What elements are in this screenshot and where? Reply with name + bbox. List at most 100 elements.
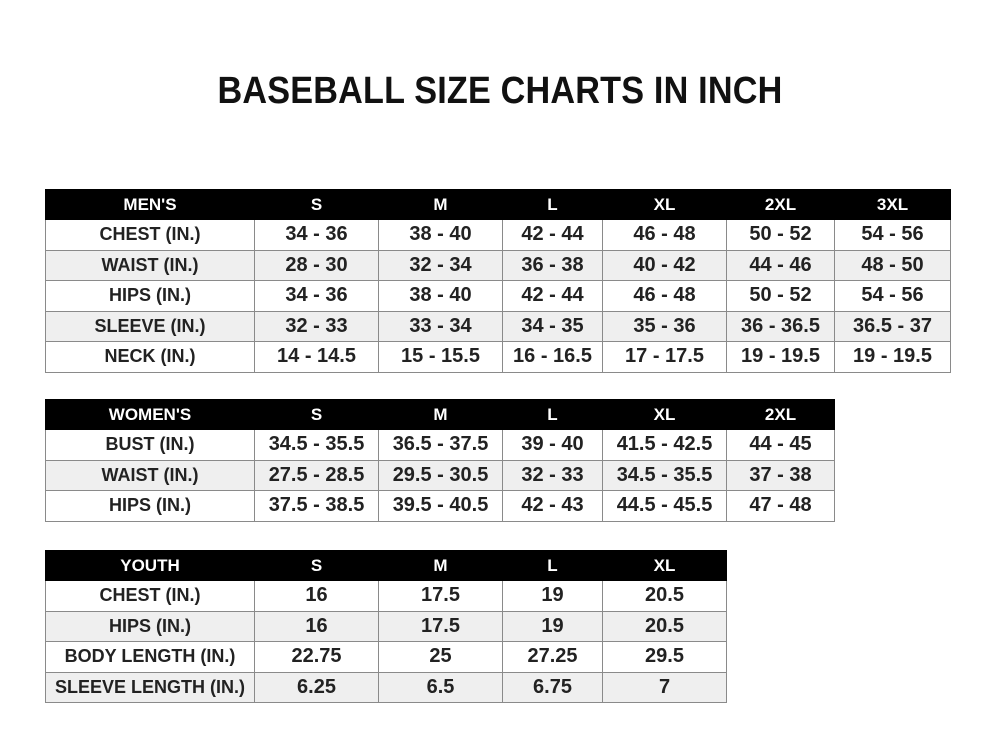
- table-row: HIPS (IN.) 37.5 - 38.5 39.5 - 40.5 42 - 43 4…: [45, 490, 835, 522]
- size-value: 42 - 44: [502, 280, 603, 312]
- measurement-label: SLEEVE LENGTH (IN.): [45, 671, 255, 703]
- size-header: XL: [602, 189, 727, 220]
- size-value: 34 - 36: [254, 219, 379, 251]
- measurement-label: CHEST (IN.): [45, 580, 255, 612]
- size-value: 46 - 48: [602, 219, 727, 251]
- size-value: 19 - 19.5: [834, 341, 951, 373]
- size-value: 46 - 48: [602, 280, 727, 312]
- size-value: 42 - 44: [502, 219, 603, 251]
- size-header: S: [254, 189, 379, 220]
- size-header: S: [254, 399, 379, 430]
- size-value: 34.5 - 35.5: [254, 429, 379, 461]
- size-header: L: [502, 399, 603, 430]
- size-value: 19: [502, 610, 603, 642]
- size-value: 29.5 - 30.5: [378, 459, 503, 491]
- size-value: 27.25: [502, 641, 603, 673]
- size-value: 36 - 36.5: [726, 310, 835, 342]
- size-value: 34 - 35: [502, 310, 603, 342]
- size-value: 22.75: [254, 641, 379, 673]
- size-value: 17.5: [378, 610, 503, 642]
- size-header: M: [378, 550, 503, 581]
- size-value: 44 - 45: [726, 429, 835, 461]
- header-row: MEN'S S M L XL 2XL 3XL: [45, 189, 951, 220]
- size-value: 35 - 36: [602, 310, 727, 342]
- size-value: 38 - 40: [378, 219, 503, 251]
- size-value: 36 - 38: [502, 249, 603, 281]
- size-value: 38 - 40: [378, 280, 503, 312]
- table-row: HIPS (IN.) 34 - 36 38 - 40 42 - 44 46 - 48 50…: [45, 280, 951, 312]
- table-row: HIPS (IN.) 16 17.5 19 20.5: [45, 610, 727, 642]
- table-row: WAIST (IN.) 27.5 - 28.5 29.5 - 30.5 32 - 33…: [45, 459, 835, 491]
- size-value: 14 - 14.5: [254, 341, 379, 373]
- size-value: 34.5 - 35.5: [602, 459, 727, 491]
- size-header: M: [378, 399, 503, 430]
- size-value: 7: [602, 671, 727, 703]
- size-value: 42 - 43: [502, 490, 603, 522]
- size-value: 20.5: [602, 610, 727, 642]
- table-row: WAIST (IN.) 28 - 30 32 - 34 36 - 38 40 - 42 4…: [45, 249, 951, 281]
- size-value: 6.5: [378, 671, 503, 703]
- size-value: 16 - 16.5: [502, 341, 603, 373]
- size-value: 28 - 30: [254, 249, 379, 281]
- measurement-label: HIPS (IN.): [45, 490, 255, 522]
- size-value: 50 - 52: [726, 219, 835, 251]
- size-value: 32 - 33: [502, 459, 603, 491]
- size-value: 32 - 34: [378, 249, 503, 281]
- size-value: 33 - 34: [378, 310, 503, 342]
- size-value: 15 - 15.5: [378, 341, 503, 373]
- size-value: 37.5 - 38.5: [254, 490, 379, 522]
- size-value: 25: [378, 641, 503, 673]
- size-value: 17 - 17.5: [602, 341, 727, 373]
- size-value: 20.5: [602, 580, 727, 612]
- size-value: 44 - 46: [726, 249, 835, 281]
- size-value: 39 - 40: [502, 429, 603, 461]
- womens-size-table: WOMEN'S S M L XL 2XL BUST (IN.) 34.5 - 35.5 36.5…: [45, 399, 835, 522]
- table-row: SLEEVE LENGTH (IN.) 6.25 6.5 6.75 7: [45, 671, 727, 703]
- size-header: 2XL: [726, 189, 835, 220]
- table-row: CHEST (IN.) 16 17.5 19 20.5: [45, 580, 727, 612]
- measurement-label: NECK (IN.): [45, 341, 255, 373]
- size-value: 37 - 38: [726, 459, 835, 491]
- table-row: BODY LENGTH (IN.) 22.75 25 27.25 29.5: [45, 641, 727, 673]
- size-value: 6.25: [254, 671, 379, 703]
- size-value: 40 - 42: [602, 249, 727, 281]
- size-value: 36.5 - 37.5: [378, 429, 503, 461]
- size-value: 48 - 50: [834, 249, 951, 281]
- table-row: NECK (IN.) 14 - 14.5 15 - 15.5 16 - 16.5 17 …: [45, 341, 951, 373]
- size-header: 3XL: [834, 189, 951, 220]
- size-value: 34 - 36: [254, 280, 379, 312]
- size-value: 6.75: [502, 671, 603, 703]
- page-title: BASEBALL SIZE CHARTS IN INCH: [217, 70, 783, 112]
- size-value: 54 - 56: [834, 219, 951, 251]
- size-value: 32 - 33: [254, 310, 379, 342]
- size-header: XL: [602, 550, 727, 581]
- size-value: 54 - 56: [834, 280, 951, 312]
- measurement-label: HIPS (IN.): [45, 610, 255, 642]
- size-value: 16: [254, 610, 379, 642]
- measurement-label: WAIST (IN.): [45, 459, 255, 491]
- size-value: 41.5 - 42.5: [602, 429, 727, 461]
- youth-size-table: YOUTH S M L XL CHEST (IN.) 16 17.5 19 20.5 HIPS (I…: [45, 550, 727, 703]
- size-value: 19: [502, 580, 603, 612]
- size-value: 17.5: [378, 580, 503, 612]
- header-row: YOUTH S M L XL: [45, 550, 727, 581]
- measurement-label: HIPS (IN.): [45, 280, 255, 312]
- category-header: MEN'S: [45, 189, 255, 220]
- category-header: YOUTH: [45, 550, 255, 581]
- size-header: L: [502, 550, 603, 581]
- measurement-label: BODY LENGTH (IN.): [45, 641, 255, 673]
- measurement-label: WAIST (IN.): [45, 249, 255, 281]
- header-row: WOMEN'S S M L XL 2XL: [45, 399, 835, 430]
- size-value: 50 - 52: [726, 280, 835, 312]
- measurement-label: BUST (IN.): [45, 429, 255, 461]
- category-header: WOMEN'S: [45, 399, 255, 430]
- size-value: 39.5 - 40.5: [378, 490, 503, 522]
- size-value: 16: [254, 580, 379, 612]
- size-header: M: [378, 189, 503, 220]
- table-row: CHEST (IN.) 34 - 36 38 - 40 42 - 44 46 - 48 5…: [45, 219, 951, 251]
- size-value: 36.5 - 37: [834, 310, 951, 342]
- size-value: 44.5 - 45.5: [602, 490, 727, 522]
- size-value: 47 - 48: [726, 490, 835, 522]
- size-header: 2XL: [726, 399, 835, 430]
- measurement-label: CHEST (IN.): [45, 219, 255, 251]
